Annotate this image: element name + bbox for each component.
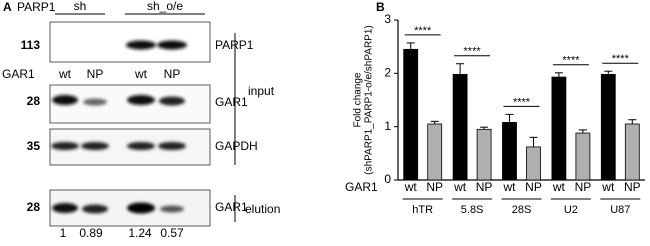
significance: **** xyxy=(612,53,630,65)
size-label: 35 xyxy=(27,139,41,153)
band xyxy=(126,40,156,50)
bar xyxy=(551,76,567,181)
protein-label: GAR1 xyxy=(215,200,248,214)
panel-label: B xyxy=(376,0,385,14)
lane-label: NP xyxy=(87,67,104,81)
group-label: 28S xyxy=(512,204,532,216)
group-label: U87 xyxy=(610,204,630,216)
protein-label: GAR1 xyxy=(215,95,248,109)
significance: **** xyxy=(414,25,432,37)
band xyxy=(82,204,108,214)
x-tick-label: wt xyxy=(552,180,566,194)
x-tick-label: NP xyxy=(525,180,542,194)
header: PARP1 xyxy=(17,0,56,14)
y-axis-label: Fold change xyxy=(353,72,364,127)
x-tick-label: wt xyxy=(601,180,615,194)
protein-label: GAPDH xyxy=(215,139,258,153)
x-tick-label: NP xyxy=(426,180,443,194)
quantification: 1 xyxy=(60,226,67,240)
band xyxy=(52,203,78,213)
band xyxy=(160,205,184,213)
significance: **** xyxy=(464,46,482,58)
band xyxy=(51,142,79,150)
significance: **** xyxy=(562,55,580,67)
size-label: 28 xyxy=(27,200,41,214)
bar xyxy=(502,122,517,181)
bar xyxy=(575,132,591,181)
panel-a: A PARP1 sh sh_o/e GAR1 wt NP wt NP 113 P… xyxy=(2,0,280,240)
bar xyxy=(624,123,640,181)
quantification: 1.24 xyxy=(128,226,152,240)
bar xyxy=(476,128,492,181)
bar xyxy=(403,48,419,181)
band xyxy=(81,142,109,150)
band xyxy=(52,95,78,105)
panel-label: A xyxy=(3,0,12,14)
group-label: hTR xyxy=(412,204,433,216)
x-row-label: GAR1 xyxy=(345,180,378,194)
section-label: input xyxy=(248,84,275,98)
group-label: U2 xyxy=(564,204,578,216)
x-tick-label: wt xyxy=(404,180,418,194)
y-tick-label: 2 xyxy=(384,66,391,80)
lane-label: wt xyxy=(58,67,72,81)
x-tick-label: wt xyxy=(453,180,467,194)
panel-b: B Fold change (shPARP1_PARP1-o/e/shPARP1) 0… xyxy=(345,0,645,216)
y-axis-label: (shPARP1_PARP1-o/e/shPARP1) xyxy=(364,25,375,175)
y-tick-label: 3 xyxy=(384,12,391,26)
blot-frame xyxy=(49,84,211,124)
band xyxy=(127,95,155,105)
lane-label: wt xyxy=(134,67,148,81)
x-tick-label: NP xyxy=(476,180,493,194)
lane-row-label: GAR1 xyxy=(2,67,35,81)
bar xyxy=(452,74,468,181)
y-tick-label: 1 xyxy=(384,119,391,133)
band xyxy=(83,98,107,106)
section-label: elution xyxy=(245,202,280,216)
bar xyxy=(526,146,541,181)
figure: A PARP1 sh sh_o/e GAR1 wt NP wt NP 113 P… xyxy=(2,0,645,240)
bar xyxy=(600,74,616,181)
x-tick-label: NP xyxy=(624,180,641,194)
group-label: sh xyxy=(74,0,87,13)
significance: **** xyxy=(513,96,531,108)
band xyxy=(127,202,155,214)
band xyxy=(158,142,186,150)
y-tick-label: 0 xyxy=(384,172,391,186)
quantification: 0.89 xyxy=(79,226,103,240)
x-tick-label: NP xyxy=(575,180,592,194)
lane-label: NP xyxy=(164,67,181,81)
band xyxy=(157,40,187,50)
size-label: 28 xyxy=(27,94,41,108)
group-label: sh_o/e xyxy=(147,0,183,13)
protein-label: PARP1 xyxy=(215,38,254,52)
band xyxy=(159,96,185,106)
band xyxy=(127,142,155,150)
x-tick-label: wt xyxy=(503,180,517,194)
size-label: 113 xyxy=(21,38,41,52)
group-label: 5.8S xyxy=(461,204,484,216)
bar xyxy=(427,123,443,181)
quantification: 0.57 xyxy=(160,226,184,240)
